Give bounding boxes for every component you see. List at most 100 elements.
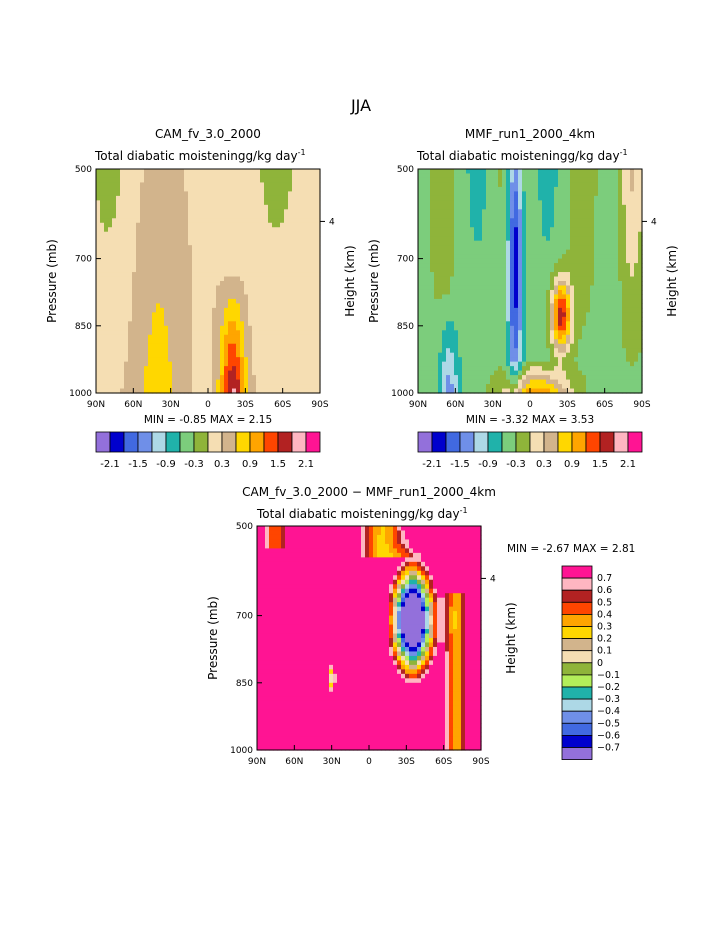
cam-cell	[132, 177, 137, 184]
cam-cell	[140, 177, 145, 184]
cam-cell	[316, 298, 321, 304]
mmf-cell	[534, 357, 539, 363]
cam-cell	[108, 289, 113, 296]
cam-cell	[260, 263, 265, 269]
cam-cell	[112, 227, 117, 233]
cam-cell	[268, 375, 273, 381]
mmf-cell	[558, 267, 563, 273]
cam-cell	[232, 169, 237, 175]
cam-cell	[200, 348, 205, 354]
mmf-cell	[438, 281, 443, 287]
cam-cell	[192, 267, 197, 273]
cam-cell	[300, 222, 305, 228]
mmf-cell	[514, 312, 519, 318]
cam-cell	[244, 330, 249, 336]
mmf-cell	[526, 169, 531, 175]
mmf-cell	[486, 276, 491, 282]
cam-cell	[144, 303, 149, 309]
cam-cell	[192, 298, 197, 304]
cam-cell	[100, 245, 105, 251]
cam-cell	[184, 267, 189, 273]
cam-cell	[124, 254, 129, 260]
mmf-cell	[546, 209, 551, 215]
cam-cell	[156, 227, 161, 233]
mmf-cell	[526, 240, 531, 246]
mmf-cell	[478, 249, 483, 255]
mmf-cell	[514, 227, 519, 233]
cam-cell	[132, 169, 137, 175]
cam-cell	[280, 352, 285, 358]
mmf-cell	[570, 195, 575, 201]
mmf-cell	[526, 325, 531, 331]
cam-cell	[248, 263, 253, 269]
cam-cell	[196, 254, 201, 260]
cam-cell	[252, 339, 257, 345]
mmf-cell	[470, 339, 475, 345]
cam-cell	[296, 245, 301, 251]
cam-cell	[180, 379, 185, 385]
cam-cell	[272, 321, 277, 327]
mmf-cell	[462, 375, 467, 381]
mmf-cell	[442, 258, 447, 264]
mmf-cell	[434, 177, 439, 184]
cam-cell	[248, 352, 253, 358]
mmf-cell	[514, 294, 519, 300]
cam-cell	[168, 227, 173, 233]
mmf-cell	[438, 289, 443, 296]
cam-cell	[108, 330, 113, 336]
mmf-cell	[494, 361, 499, 367]
cam-cell	[280, 330, 285, 336]
cam-cell	[160, 298, 165, 304]
cam-cell	[240, 352, 245, 358]
cam-cell	[148, 294, 153, 300]
mmf-cell	[498, 254, 503, 260]
mmf-cell	[470, 276, 475, 282]
cam-cell	[196, 312, 201, 318]
mmf-cell	[478, 339, 483, 345]
mmf-cell	[474, 379, 479, 385]
cam-cell	[148, 276, 153, 282]
cam-cell	[104, 379, 109, 385]
cam-cell	[228, 186, 233, 192]
mmf-cell	[534, 307, 539, 313]
cam-cell	[252, 227, 257, 233]
cam-cell	[308, 272, 313, 278]
mmf-cell	[458, 222, 463, 228]
cam-cell	[212, 204, 217, 210]
cam-cell	[276, 388, 281, 394]
mmf-cell	[514, 191, 519, 197]
cam-cell	[192, 249, 197, 255]
mmf-cell	[470, 200, 475, 206]
mmf-cell	[554, 281, 559, 287]
mmf-cell	[546, 272, 551, 278]
cam-cell	[116, 245, 121, 251]
cam-cell	[296, 352, 301, 358]
mmf-cell	[462, 321, 467, 327]
mmf-cell	[522, 276, 527, 282]
cam-cell	[212, 339, 217, 345]
mmf-cell	[542, 177, 547, 184]
cam-cell	[276, 325, 281, 331]
cam-cell	[120, 254, 125, 260]
cam-cell	[184, 312, 189, 318]
mmf-cell	[582, 191, 587, 197]
mmf-cell	[490, 339, 495, 345]
cam-cell	[144, 169, 149, 175]
mmf-cell	[526, 263, 531, 269]
cam-cell	[240, 182, 245, 188]
cam-cell	[256, 263, 261, 269]
mmf-cell	[546, 231, 551, 237]
cam-cell	[252, 330, 257, 336]
cam-cell	[220, 276, 225, 282]
cam-cell	[268, 218, 273, 224]
cam-cell	[160, 177, 165, 184]
cam-cell	[288, 222, 293, 228]
cam-cell	[168, 267, 173, 273]
cam-cell	[100, 204, 105, 210]
mmf-cell	[582, 204, 587, 210]
cam-cell	[100, 384, 105, 390]
cam-cell	[116, 375, 121, 381]
mmf-cell	[570, 281, 575, 287]
cam-cell	[280, 218, 285, 224]
cam-cell	[168, 352, 173, 358]
